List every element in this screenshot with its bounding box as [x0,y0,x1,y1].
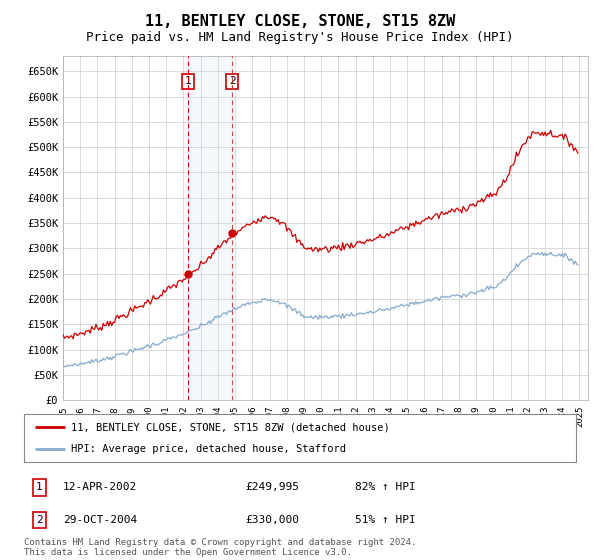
Text: 2: 2 [36,515,43,525]
Text: 51% ↑ HPI: 51% ↑ HPI [355,515,416,525]
Text: £330,000: £330,000 [245,515,299,525]
Text: Price paid vs. HM Land Registry's House Price Index (HPI): Price paid vs. HM Land Registry's House … [86,31,514,44]
Text: 2: 2 [229,76,236,86]
Text: Contains HM Land Registry data © Crown copyright and database right 2024.
This d: Contains HM Land Registry data © Crown c… [24,538,416,557]
Text: 12-APR-2002: 12-APR-2002 [62,482,137,492]
Text: 82% ↑ HPI: 82% ↑ HPI [355,482,416,492]
Text: 11, BENTLEY CLOSE, STONE, ST15 8ZW: 11, BENTLEY CLOSE, STONE, ST15 8ZW [145,14,455,29]
Text: HPI: Average price, detached house, Stafford: HPI: Average price, detached house, Staf… [71,444,346,454]
Text: 1: 1 [36,482,43,492]
Text: 11, BENTLEY CLOSE, STONE, ST15 8ZW (detached house): 11, BENTLEY CLOSE, STONE, ST15 8ZW (deta… [71,422,389,432]
Text: 29-OCT-2004: 29-OCT-2004 [62,515,137,525]
Bar [188,56,232,400]
Text: £249,995: £249,995 [245,482,299,492]
Text: 1: 1 [185,76,191,86]
